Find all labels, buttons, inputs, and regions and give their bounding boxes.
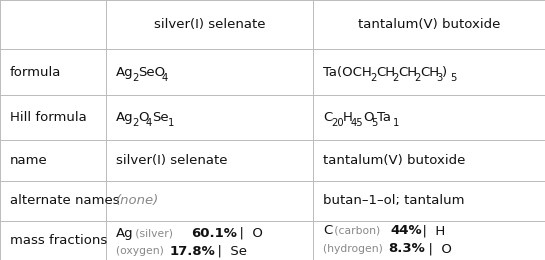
Text: C: C — [323, 111, 332, 124]
Text: 1: 1 — [393, 118, 399, 128]
Text: (hydrogen): (hydrogen) — [323, 244, 386, 253]
Text: 8.3%: 8.3% — [389, 242, 426, 255]
Text: 5: 5 — [450, 73, 457, 83]
Text: 1: 1 — [168, 118, 174, 128]
Text: 2: 2 — [132, 118, 138, 128]
Text: Hill formula: Hill formula — [10, 111, 87, 124]
Text: C: C — [323, 224, 332, 237]
Text: |  Se: | Se — [209, 245, 247, 258]
Text: (none): (none) — [116, 194, 159, 207]
Text: Ta(OCH: Ta(OCH — [323, 66, 372, 79]
Text: Ta: Ta — [377, 111, 391, 124]
Text: (oxygen): (oxygen) — [116, 246, 167, 256]
Text: 44%: 44% — [391, 224, 422, 237]
Text: |  O: | O — [231, 227, 263, 240]
Text: 4: 4 — [146, 118, 152, 128]
Text: Ag: Ag — [116, 111, 134, 124]
Text: mass fractions: mass fractions — [10, 234, 107, 247]
Text: |  H: | H — [414, 224, 446, 237]
Text: silver(I) selenate: silver(I) selenate — [154, 18, 265, 31]
Text: SeO: SeO — [138, 66, 165, 79]
Text: |  O: | O — [420, 242, 452, 255]
Text: alternate names: alternate names — [10, 194, 119, 207]
Text: O: O — [138, 111, 148, 124]
Text: Ag: Ag — [116, 227, 134, 240]
Text: ): ) — [442, 66, 447, 79]
Text: Ag: Ag — [116, 66, 134, 79]
Text: 60.1%: 60.1% — [191, 227, 237, 240]
Text: 17.8%: 17.8% — [169, 245, 215, 258]
Text: 20: 20 — [331, 118, 344, 128]
Text: O: O — [363, 111, 373, 124]
Text: butan–1–ol; tantalum: butan–1–ol; tantalum — [323, 194, 465, 207]
Text: Se: Se — [152, 111, 168, 124]
Text: silver(I) selenate: silver(I) selenate — [116, 154, 228, 167]
Text: (silver): (silver) — [132, 229, 176, 238]
Text: 45: 45 — [351, 118, 364, 128]
Text: 2: 2 — [132, 73, 138, 83]
Text: 5: 5 — [371, 118, 377, 128]
Text: CH: CH — [377, 66, 396, 79]
Text: 2: 2 — [371, 73, 377, 83]
Text: tantalum(V) butoxide: tantalum(V) butoxide — [323, 154, 465, 167]
Text: 2: 2 — [414, 73, 421, 83]
Text: 4: 4 — [162, 73, 168, 83]
Text: 2: 2 — [392, 73, 399, 83]
Text: tantalum(V) butoxide: tantalum(V) butoxide — [358, 18, 500, 31]
Text: CH: CH — [398, 66, 417, 79]
Text: H: H — [343, 111, 353, 124]
Text: name: name — [10, 154, 47, 167]
Text: 3: 3 — [436, 73, 443, 83]
Text: formula: formula — [10, 66, 61, 79]
Text: CH: CH — [420, 66, 439, 79]
Text: (carbon): (carbon) — [331, 226, 384, 236]
